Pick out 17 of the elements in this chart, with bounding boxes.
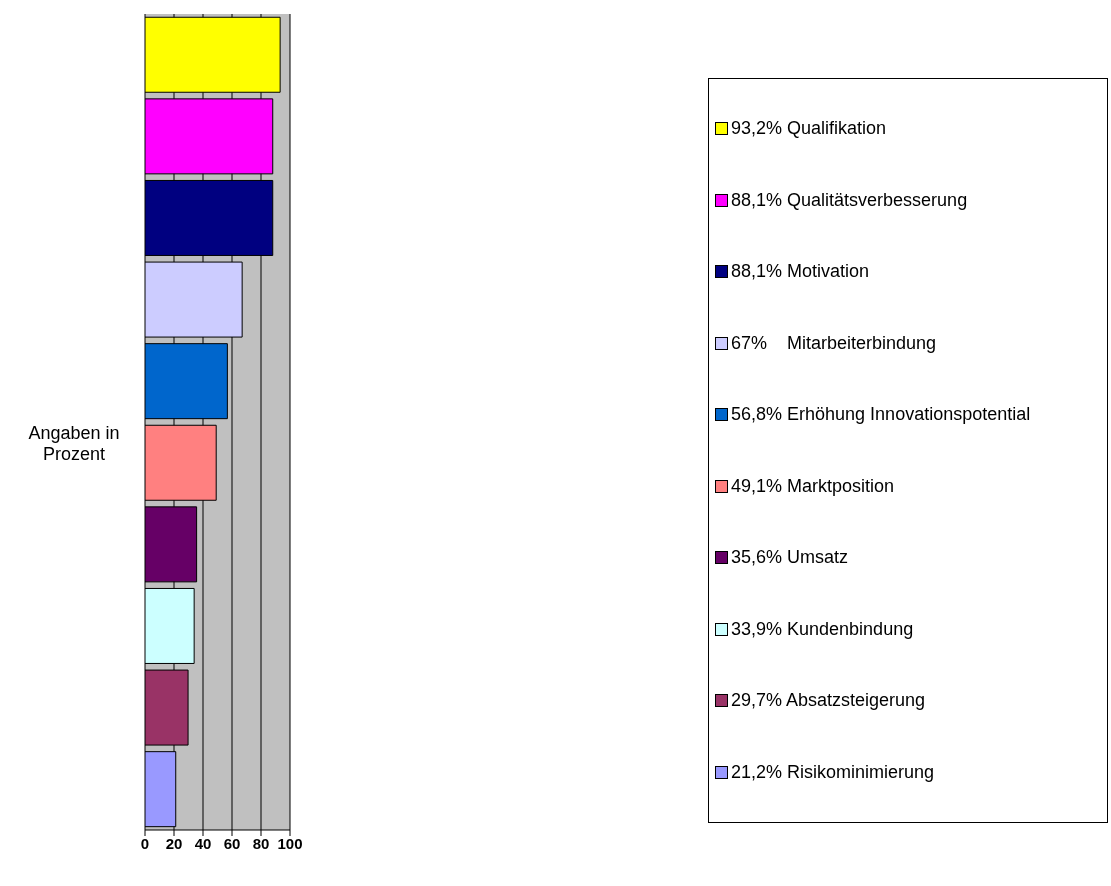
x-tick-label: 60: [223, 834, 241, 852]
legend-label: 93,2% Qualifikation: [731, 118, 887, 140]
x-tick-label: 100: [277, 834, 303, 852]
legend-label: 67% Mitarbeiterbindung: [731, 332, 937, 354]
legend-label: 88,1% Motivation: [731, 261, 870, 283]
x-tick-label: 20: [165, 834, 183, 852]
x-tick-label: 40: [194, 834, 212, 852]
legend-label: 56,8% Erhöhung Innovationspotential: [731, 404, 1031, 426]
legend-label: 29,7% Absatzsteigerung: [731, 690, 926, 712]
x-tick-label: 80: [252, 834, 270, 852]
legend-label: 88,1% Qualitätsverbesserung: [731, 189, 968, 211]
legend-label: 49,1% Marktposition: [731, 475, 895, 497]
y-axis-title: Angaben in Prozent: [27, 423, 121, 465]
x-tick-label: 0: [140, 834, 150, 852]
legend-label: 33,9% Kundenbindung: [731, 618, 914, 640]
legend-label: 35,6% Umsatz: [731, 547, 849, 569]
legend-label: 21,2% Risikominimierung: [731, 761, 935, 783]
